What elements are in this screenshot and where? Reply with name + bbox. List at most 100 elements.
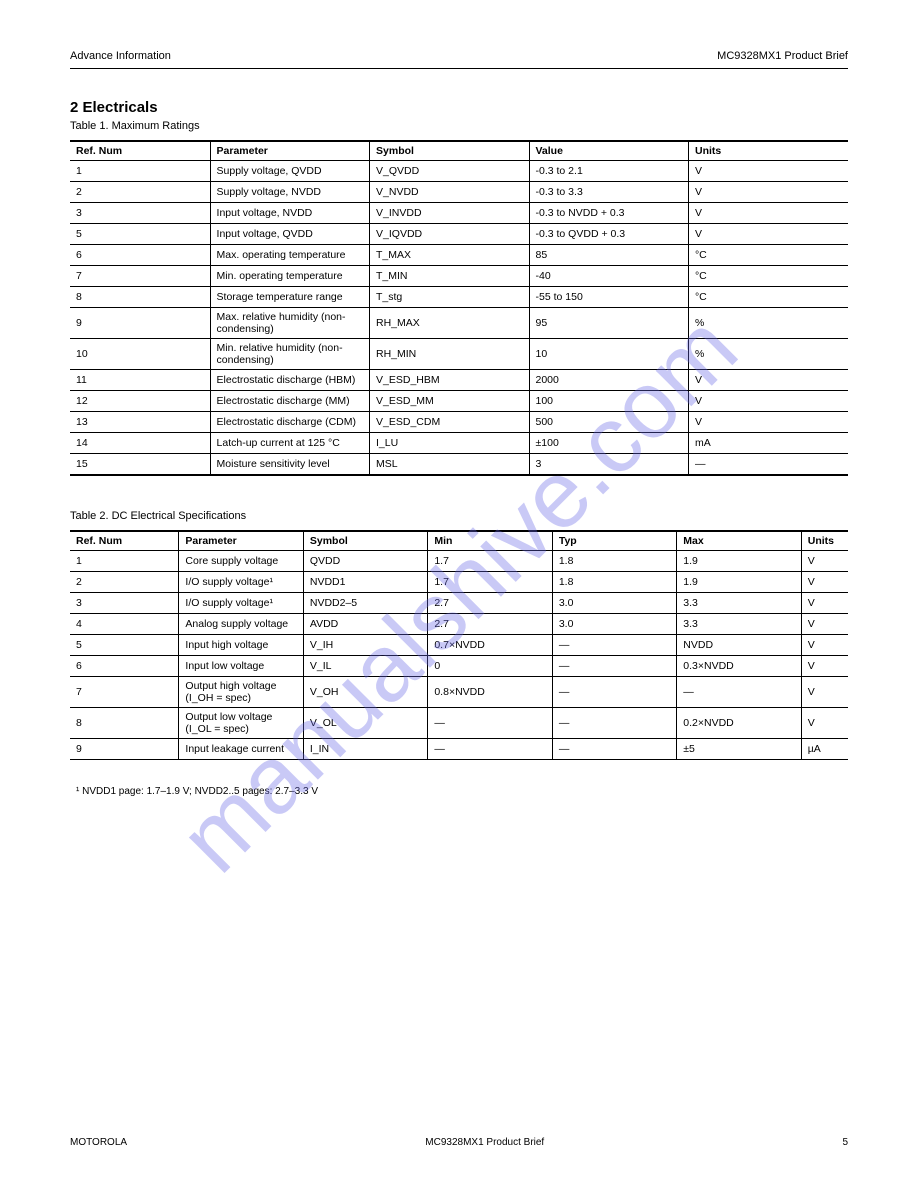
table-cell: 3.3 (677, 614, 801, 635)
table-cell: V_NVDD (370, 182, 529, 203)
section-title-electricals: 2 Electricals (70, 99, 848, 116)
table-cell: 0 (428, 656, 552, 677)
table-cell: Input voltage, QVDD (210, 224, 369, 245)
table-cell: 7 (70, 266, 210, 287)
table-cell: — (552, 708, 676, 739)
table-cell: 1.8 (552, 572, 676, 593)
table-cell: °C (688, 287, 848, 308)
table-cell: 3.0 (552, 593, 676, 614)
table-cell: V (801, 593, 848, 614)
footer-left: MOTOROLA (70, 1137, 127, 1148)
table-cell: V_OH (303, 677, 427, 708)
table-cell: V_INVDD (370, 203, 529, 224)
table-cell: µA (801, 739, 848, 760)
table-cell: 2 (70, 182, 210, 203)
table-cell: Electrostatic discharge (MM) (210, 391, 369, 412)
table-cell: V (688, 391, 848, 412)
table-cell: 3 (70, 593, 179, 614)
table1-caption: Table 1. Maximum Ratings (70, 120, 848, 132)
table-row: 8Output low voltage (I_OL = spec)V_OL——0… (70, 708, 848, 739)
table-cell: 1 (70, 161, 210, 182)
table-cell: V_IQVDD (370, 224, 529, 245)
table-cell: 3 (70, 203, 210, 224)
table-cell: V (688, 182, 848, 203)
table-cell: 1.8 (552, 551, 676, 572)
table-row: 9Input leakage currentI_IN——±5µA (70, 739, 848, 760)
table-cell: — (688, 454, 848, 476)
table-cell: Analog supply voltage (179, 614, 303, 635)
table-cell: NVDD1 (303, 572, 427, 593)
table2-col-typ: Typ (552, 531, 676, 551)
table-cell: 5 (70, 635, 179, 656)
table-cell: T_stg (370, 287, 529, 308)
table-row: 7Min. operating temperatureT_MIN-40°C (70, 266, 848, 287)
table-cell: 500 (529, 412, 688, 433)
table-cell: 1.9 (677, 572, 801, 593)
table-cell: V_ESD_MM (370, 391, 529, 412)
table-cell: V (801, 708, 848, 739)
table-cell: Input high voltage (179, 635, 303, 656)
footer-right: 5 (842, 1137, 848, 1148)
table-cell: 2.7 (428, 593, 552, 614)
table-cell: 13 (70, 412, 210, 433)
table-cell: -0.3 to 2.1 (529, 161, 688, 182)
table-cell: Input low voltage (179, 656, 303, 677)
table-cell: 0.3×NVDD (677, 656, 801, 677)
table-cell: — (428, 708, 552, 739)
table-cell: — (677, 677, 801, 708)
table-cell: NVDD2–5 (303, 593, 427, 614)
table-cell: T_MAX (370, 245, 529, 266)
table-cell: 1.7 (428, 572, 552, 593)
table-row: 8Storage temperature rangeT_stg-55 to 15… (70, 287, 848, 308)
table-cell: 11 (70, 370, 210, 391)
table-cell: 1 (70, 551, 179, 572)
table-row: 13Electrostatic discharge (CDM)V_ESD_CDM… (70, 412, 848, 433)
table2-col-min: Min (428, 531, 552, 551)
table-row: 12Electrostatic discharge (MM)V_ESD_MM10… (70, 391, 848, 412)
table-cell: 6 (70, 245, 210, 266)
table-cell: V_ESD_CDM (370, 412, 529, 433)
table-cell: 95 (529, 308, 688, 339)
table1-header-row: Ref. Num Parameter Symbol Value Units (70, 141, 848, 161)
table1-col-parameter: Parameter (210, 141, 369, 161)
table-cell: V (801, 677, 848, 708)
table-cell: Moisture sensitivity level (210, 454, 369, 476)
table2-footnote: ¹ NVDD1 page: 1.7–1.9 V; NVDD2..5 pages:… (70, 780, 848, 801)
table-cell: — (552, 739, 676, 760)
table-cell: ±5 (677, 739, 801, 760)
table-row: 1Supply voltage, QVDDV_QVDD-0.3 to 2.1V (70, 161, 848, 182)
table1-col-units: Units (688, 141, 848, 161)
header-right: MC9328MX1 Product Brief (717, 50, 848, 62)
page-header: Advance Information MC9328MX1 Product Br… (70, 50, 848, 62)
table-cell: mA (688, 433, 848, 454)
table-row: 2I/O supply voltage¹NVDD11.71.81.9V (70, 572, 848, 593)
table-cell: V_QVDD (370, 161, 529, 182)
table-row: 14Latch-up current at 125 °CI_LU±100mA (70, 433, 848, 454)
table-cell: I/O supply voltage¹ (179, 593, 303, 614)
table2-header-row: Ref. Num Parameter Symbol Min Typ Max Un… (70, 531, 848, 551)
table-cell: V_IH (303, 635, 427, 656)
table-cell: RH_MAX (370, 308, 529, 339)
table-cell: V (688, 370, 848, 391)
table-cell: V (801, 614, 848, 635)
table-cell: — (552, 635, 676, 656)
table-row: 11Electrostatic discharge (HBM)V_ESD_HBM… (70, 370, 848, 391)
table-cell: -40 (529, 266, 688, 287)
table-cell: 7 (70, 677, 179, 708)
table-row: 4Analog supply voltageAVDD2.73.03.3V (70, 614, 848, 635)
table-cell: Input voltage, NVDD (210, 203, 369, 224)
table-cell: Input leakage current (179, 739, 303, 760)
table-cell: AVDD (303, 614, 427, 635)
table-dc-specs: Ref. Num Parameter Symbol Min Typ Max Un… (70, 530, 848, 801)
table2-spacer (70, 760, 848, 781)
table-cell: RH_MIN (370, 339, 529, 370)
table-cell: — (552, 656, 676, 677)
table-cell: V (688, 161, 848, 182)
table1-col-value: Value (529, 141, 688, 161)
table-cell: 2.7 (428, 614, 552, 635)
table2-col-max: Max (677, 531, 801, 551)
table-cell: % (688, 339, 848, 370)
table-cell: 85 (529, 245, 688, 266)
table-cell: 15 (70, 454, 210, 476)
table-cell: 9 (70, 739, 179, 760)
